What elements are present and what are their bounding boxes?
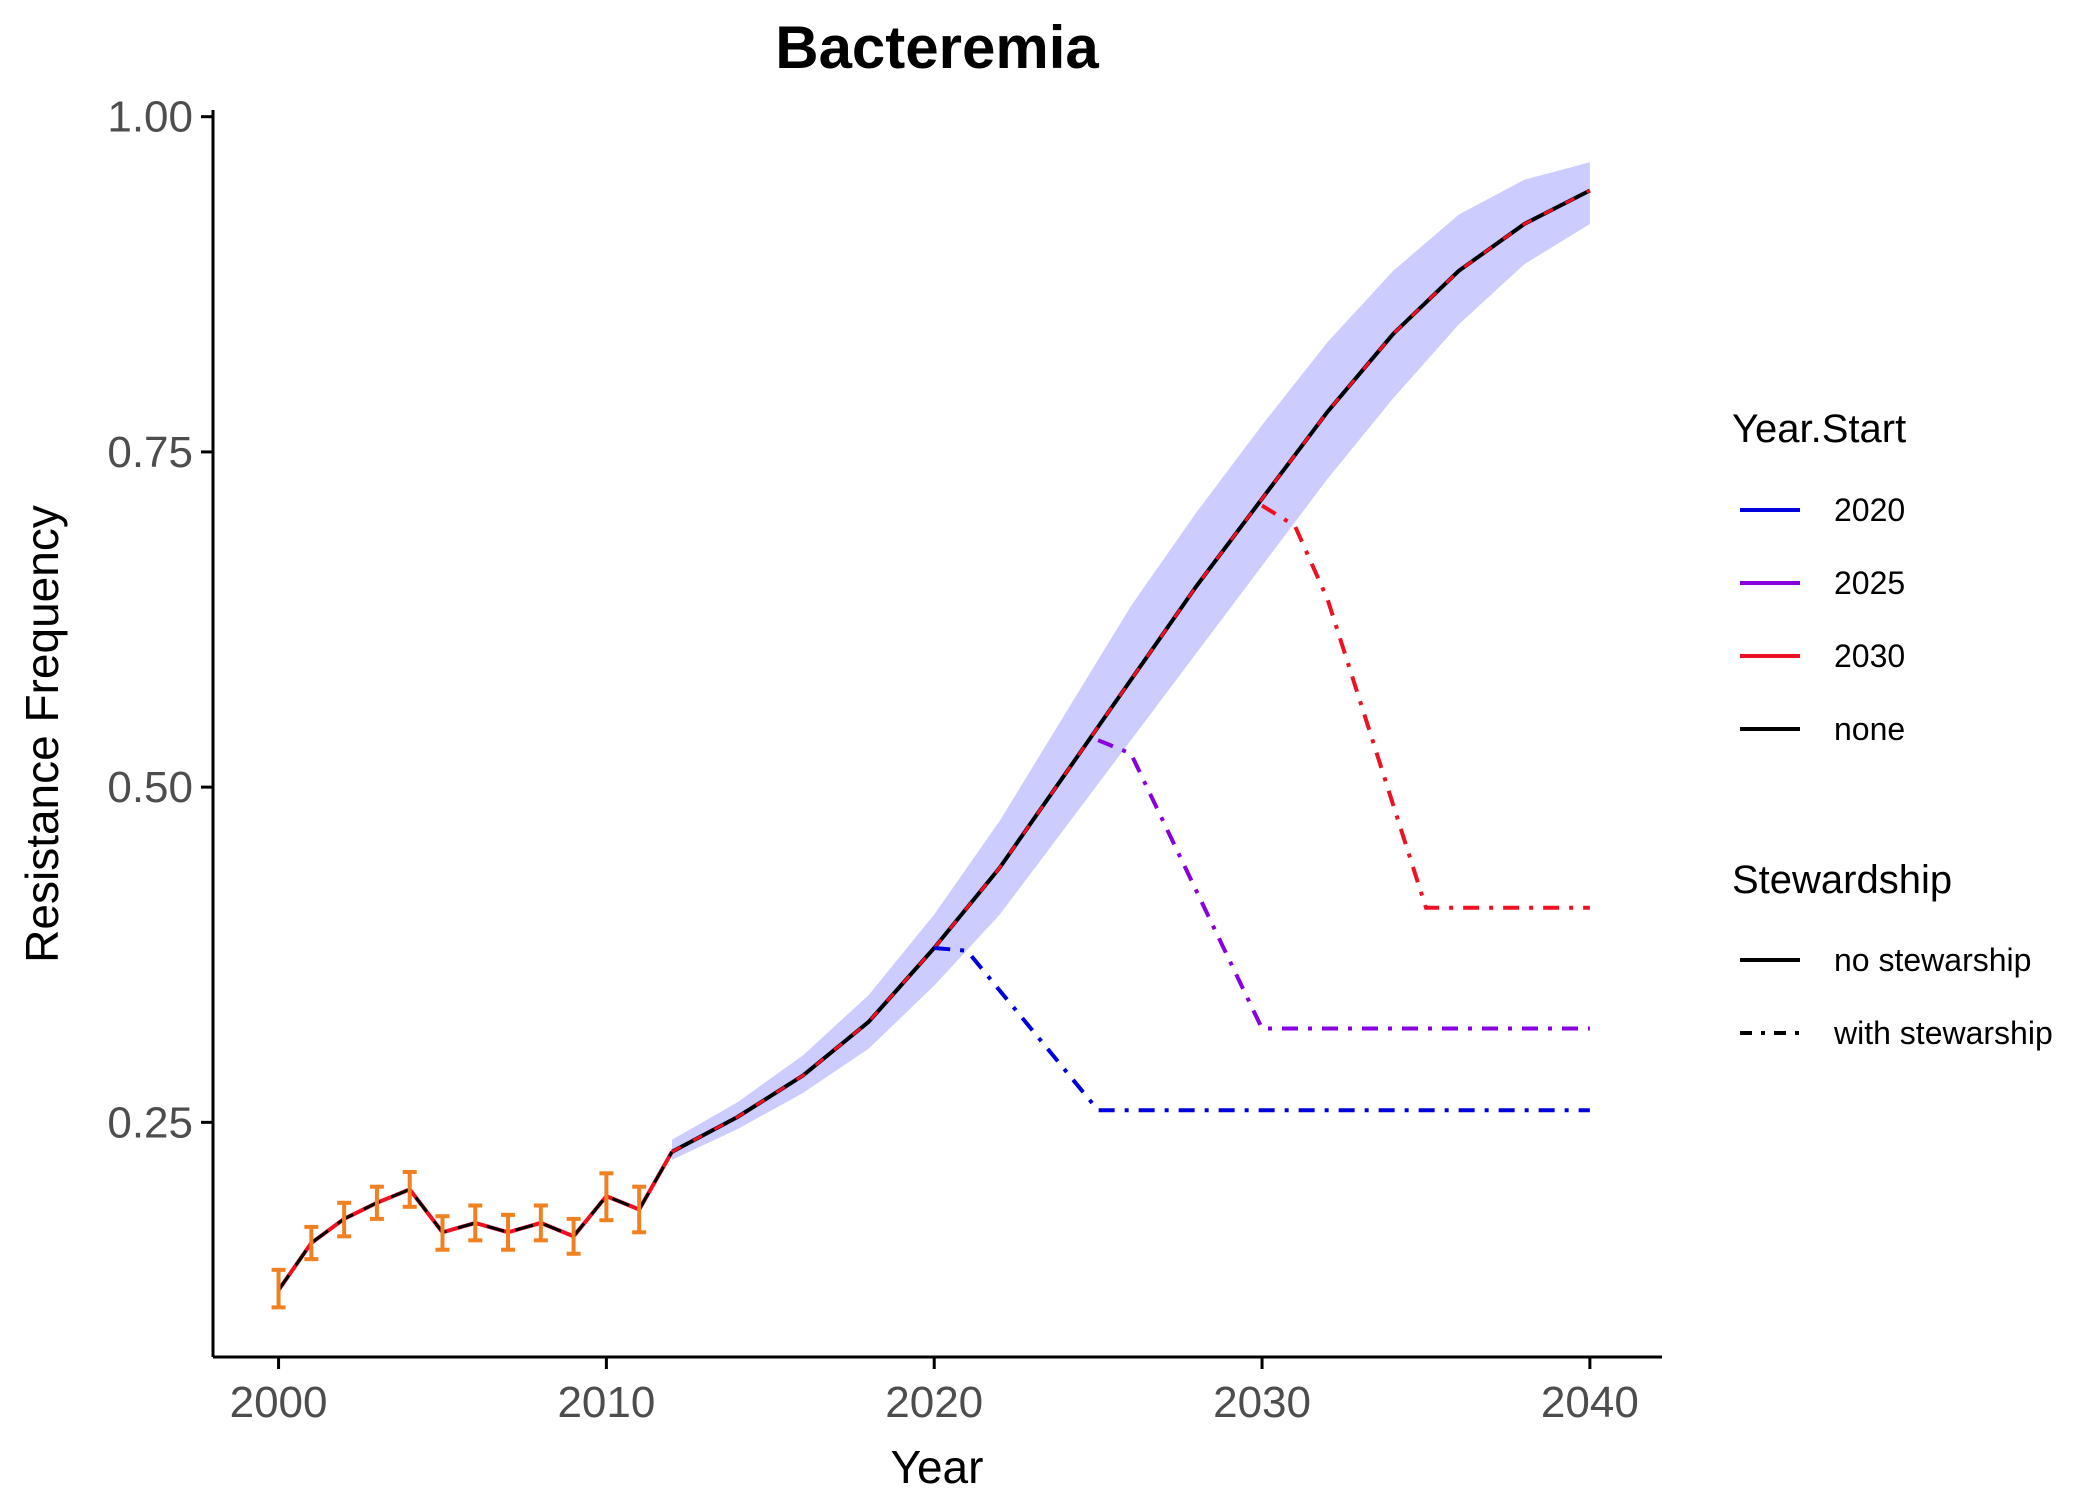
y-tick-label: 0.50 (107, 763, 193, 812)
legend-item-stewardship-with: with stewarship (1740, 1015, 2053, 1051)
stewardship-line-2020 (934, 946, 1590, 1113)
stewardship-line-2030 (1260, 503, 1590, 910)
x-axis-title: Year (891, 1441, 984, 1493)
x-tick-label: 2010 (557, 1378, 655, 1427)
legend-item-label: with stewarship (1833, 1015, 2053, 1051)
error-bar (402, 1169, 417, 1209)
plot-layer (271, 162, 1591, 1310)
legend-item-label: 2030 (1834, 638, 1905, 674)
legend-item-year-2030: 2030 (1740, 638, 1905, 674)
legend-item-stewardship-none: no stewarship (1740, 942, 2031, 978)
confidence-band (672, 162, 1590, 1160)
chart-title: Bacteremia (775, 14, 1099, 81)
y-tick-label: 1.00 (107, 93, 193, 142)
legend-item-year-2020: 2020 (1740, 492, 1905, 528)
y-tick-label: 0.75 (107, 428, 193, 477)
error-bar (369, 1184, 384, 1221)
y-tick-label: 0.25 (107, 1098, 193, 1147)
legend-item-label: 2025 (1834, 565, 1905, 601)
x-tick-label: 2020 (885, 1378, 983, 1427)
error-bar (435, 1214, 450, 1252)
baseline-line-none (671, 188, 1591, 1154)
legend-stewardship-items: no stewarship with stewarship (1740, 942, 2053, 1051)
legend-item-year-2025: 2025 (1740, 565, 1905, 601)
ticks-layer: 2000 2010 2020 2030 2040 0.25 0.50 0.75 1.00 (107, 93, 1638, 1427)
x-tick-label: 2030 (1213, 1378, 1311, 1427)
error-bar (566, 1216, 581, 1256)
error-bar (599, 1171, 614, 1223)
error-bar (271, 1267, 286, 1310)
legend-title-year-start: Year.Start (1732, 407, 1906, 451)
y-axis-title: Resistance Frequency (16, 505, 68, 963)
legend-item-label: 2020 (1834, 492, 1905, 528)
legend-year-start-items: 2020 2025 2030 none (1740, 492, 1905, 747)
error-bar (337, 1200, 352, 1239)
error-bar (632, 1184, 647, 1235)
x-tick-label: 2040 (1541, 1378, 1639, 1427)
error-bar (304, 1224, 319, 1262)
legend-title-stewardship: Stewardship (1732, 858, 1952, 902)
stewardship-line-2025 (1097, 738, 1590, 1031)
error-bar (468, 1203, 483, 1243)
legend-item-year-none: none (1740, 711, 1905, 747)
legend-item-label: no stewarship (1834, 942, 2031, 978)
error-bar (501, 1212, 516, 1252)
error-bar (533, 1203, 548, 1243)
x-tick-label: 2000 (230, 1378, 328, 1427)
legend-item-label: none (1834, 711, 1905, 747)
